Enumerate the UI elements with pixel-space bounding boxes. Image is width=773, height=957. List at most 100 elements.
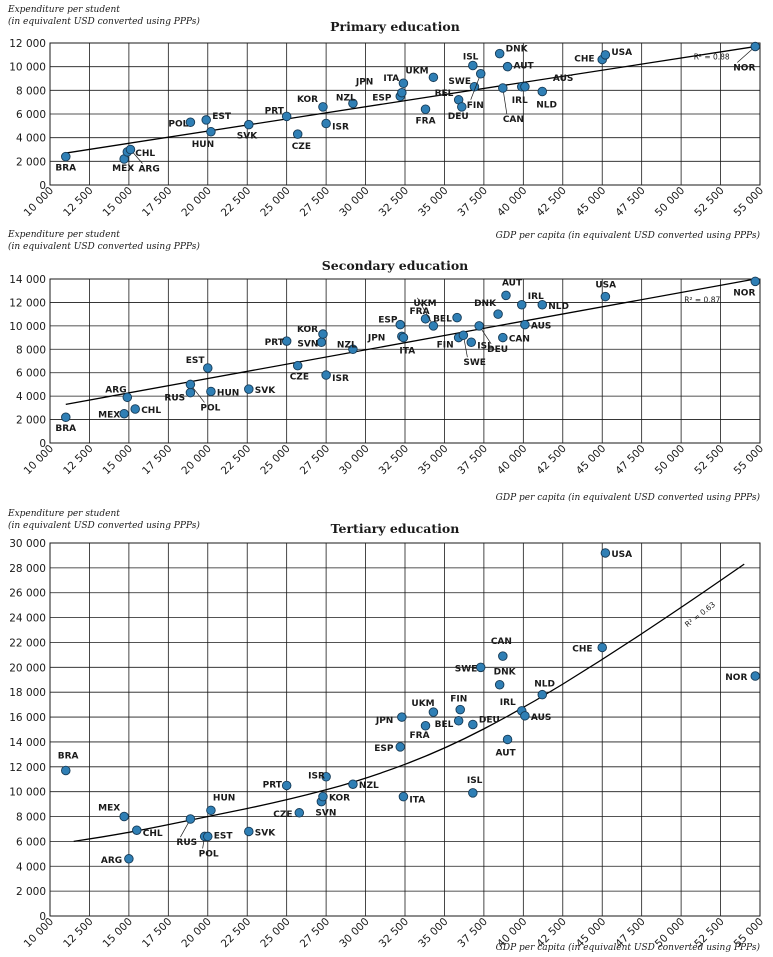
y-tick-label: 20 000 [9,662,46,674]
y-tick-label: 6 000 [16,368,46,380]
data-point-aus [520,711,530,721]
data-point-est [201,115,211,125]
x-tick-label: 30 000 [337,443,371,477]
point-label-ita: ITA [409,796,425,806]
data-point-dnk [494,48,505,59]
x-tick-label: 45 000 [574,443,608,477]
data-point-irl [517,300,527,310]
data-point-bra [61,151,71,162]
point-label-arg: ARG [105,385,126,395]
point-label-hun: HUN [192,140,214,150]
x-tick-label: 15 000 [101,443,135,477]
point-label-nor: NOR [733,288,755,298]
point-label-usa: USA [611,550,632,560]
point-label-deu: DEU [448,112,469,122]
y-tick-label: 6 000 [16,836,46,848]
data-point-fin [455,704,465,715]
point-label-usa: USA [611,48,632,58]
point-label-svn: SVN [297,339,318,349]
y-axis-label: Expenditure per student [7,230,120,240]
point-label-dnk: DNK [494,668,517,678]
y-tick-label: 0 [39,438,46,450]
point-label-svk: SVK [255,828,276,838]
y-tick-label: 6 000 [16,109,46,121]
point-label-nzl: NZL [359,781,379,791]
point-label-rus: RUS [164,394,185,404]
chart-title: Tertiary education [331,521,460,536]
data-point-hun [206,805,216,816]
point-label-mex: MEX [112,164,134,174]
point-label-kor: KOR [297,95,318,105]
y-tick-label: 16 000 [9,712,46,724]
point-label-dnk: DNK [474,299,497,309]
x-tick-label: 47 500 [613,443,647,477]
point-label-isl: ISL [463,52,479,62]
data-point-svk [244,119,254,130]
x-tick-label: 12 500 [61,185,95,219]
data-point-kor [318,102,328,112]
point-label-irl: IRL [500,698,516,708]
point-label-svk: SVK [255,386,276,396]
y-tick-label: 14 000 [9,274,46,286]
grid [49,42,761,186]
data-point-cze [292,129,303,139]
plot-frame [49,542,761,917]
point-label-deu: DEU [479,716,500,726]
data-point-est [203,363,213,373]
y-axis-label-sub: (in equivalent USD converted using PPPs) [8,520,200,531]
data-point-nld [537,300,548,310]
data-point-nzl [348,98,358,109]
label-leader [417,297,434,327]
data-point-fra [420,104,431,115]
y-tick-label: 2 000 [16,415,46,427]
data-point-cze [292,360,303,371]
chart-2: Expenditure per student(in equivalent US… [7,230,766,503]
trend-line [65,278,756,405]
x-tick-label: 55 000 [732,185,766,219]
data-point-pol [185,379,196,390]
data-point-rus [185,814,196,824]
x-tick-label: 12 500 [61,443,95,477]
data-point-mex [119,811,129,822]
point-label-cze: CZE [290,373,309,383]
point-label-chl: CHL [143,829,163,839]
point-label-fra: FRA [416,116,436,126]
data-point-mex [119,408,129,419]
data-point-dnk [493,309,503,319]
x-tick-label: 25 000 [258,916,292,950]
x-axis-label: GDP per capita (in equivalent USD conver… [496,492,761,503]
point-label-kor: KOR [297,325,318,335]
data-point-prt [281,111,292,122]
point-label-fin: FIN [450,695,467,705]
data-point-svk [244,826,254,837]
data-point-isr [321,771,331,782]
y-tick-label: 2 000 [16,156,46,168]
point-label-nld: NLD [536,101,557,111]
point-label-bra: BRA [55,164,76,174]
point-label-bel: BEL [435,720,454,730]
data-point-usa [600,50,611,60]
data-point-nld [537,689,548,700]
x-tick-label: 50 000 [653,185,687,219]
y-tick-label: 26 000 [9,588,46,600]
data-point-jpn [397,712,407,722]
point-label-bel: BEL [433,315,452,325]
x-tick-label: 15 000 [101,916,135,950]
x-tick-label: 37 500 [456,443,490,477]
point-label-aut: AUT [514,62,535,72]
point-label-ita: ITA [399,347,415,357]
x-tick-label: 42 500 [534,443,568,477]
point-label-isl: ISL [467,776,483,786]
x-tick-label: 37 500 [456,185,490,219]
y-axis-label: Expenditure per student [7,509,120,519]
x-tick-label: 42 500 [534,185,568,219]
point-label-prt: PRT [263,780,283,790]
y-tick-label: 28 000 [9,563,46,575]
grid [49,278,761,444]
point-label-nor: NOR [733,64,755,74]
point-label-can: CAN [509,335,530,345]
data-point-svk [244,384,254,394]
point-label-ita: ITA [383,74,399,84]
data-point-arg [124,854,134,864]
data-point-chl [130,404,140,414]
